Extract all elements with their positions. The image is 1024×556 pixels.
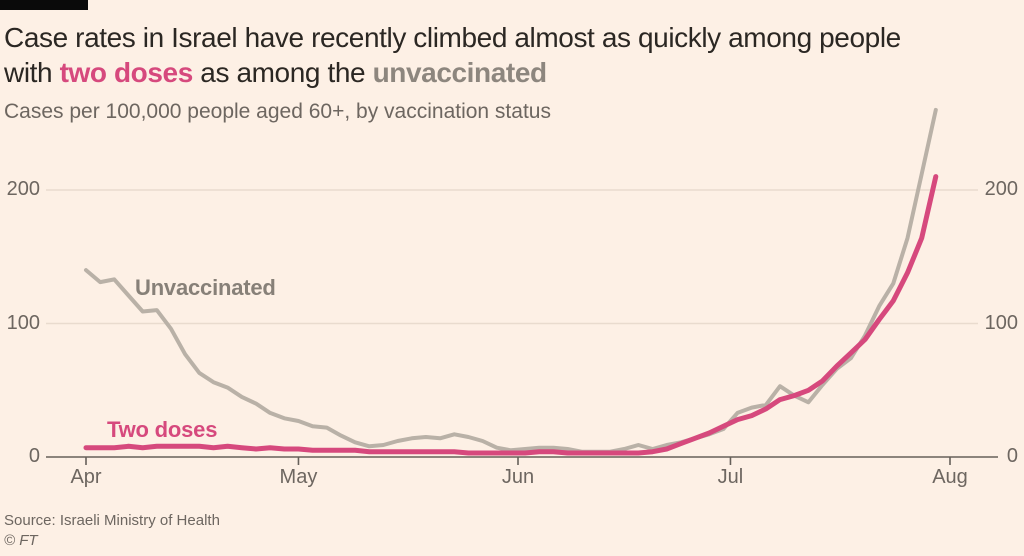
y-axis-label-left-200: 200 — [6, 178, 40, 201]
y-axis-label-left-100: 100 — [6, 311, 40, 334]
y-axis-label-right-0: 0 — [1006, 445, 1018, 468]
series-label-unvaccinated: Unvaccinated — [135, 275, 276, 300]
y-axis-label-right-200: 200 — [984, 178, 1018, 201]
title-highlight-two-doses: two doses — [59, 57, 194, 88]
y-axis-label-right-100: 100 — [984, 311, 1018, 334]
x-axis-label-Aug: Aug — [932, 466, 968, 488]
title-highlight-unvaccinated: unvaccinated — [372, 57, 548, 88]
source-note: Source: Israeli Ministry of Health — [4, 512, 220, 529]
y-axis-label-left-0: 0 — [28, 445, 40, 468]
chart-title: Case rates in Israel have recently climb… — [4, 20, 1014, 90]
x-axis-label-Apr: Apr — [70, 466, 102, 488]
ft-credit: © FT — [4, 532, 38, 549]
series-label-two-doses: Two doses — [107, 417, 218, 442]
ft-top-bar — [0, 0, 88, 10]
line-two-doses — [83, 174, 939, 456]
x-axis-label-Jun: Jun — [501, 466, 535, 488]
x-axis-label-Jul: Jul — [717, 466, 744, 488]
x-axis-label-May: May — [279, 466, 318, 488]
title-line2: with two doses as among the unvaccinated — [4, 57, 548, 88]
title-line1: Case rates in Israel have recently climb… — [4, 22, 901, 53]
chart-subtitle: Cases per 100,000 people aged 60+, by va… — [4, 100, 551, 123]
